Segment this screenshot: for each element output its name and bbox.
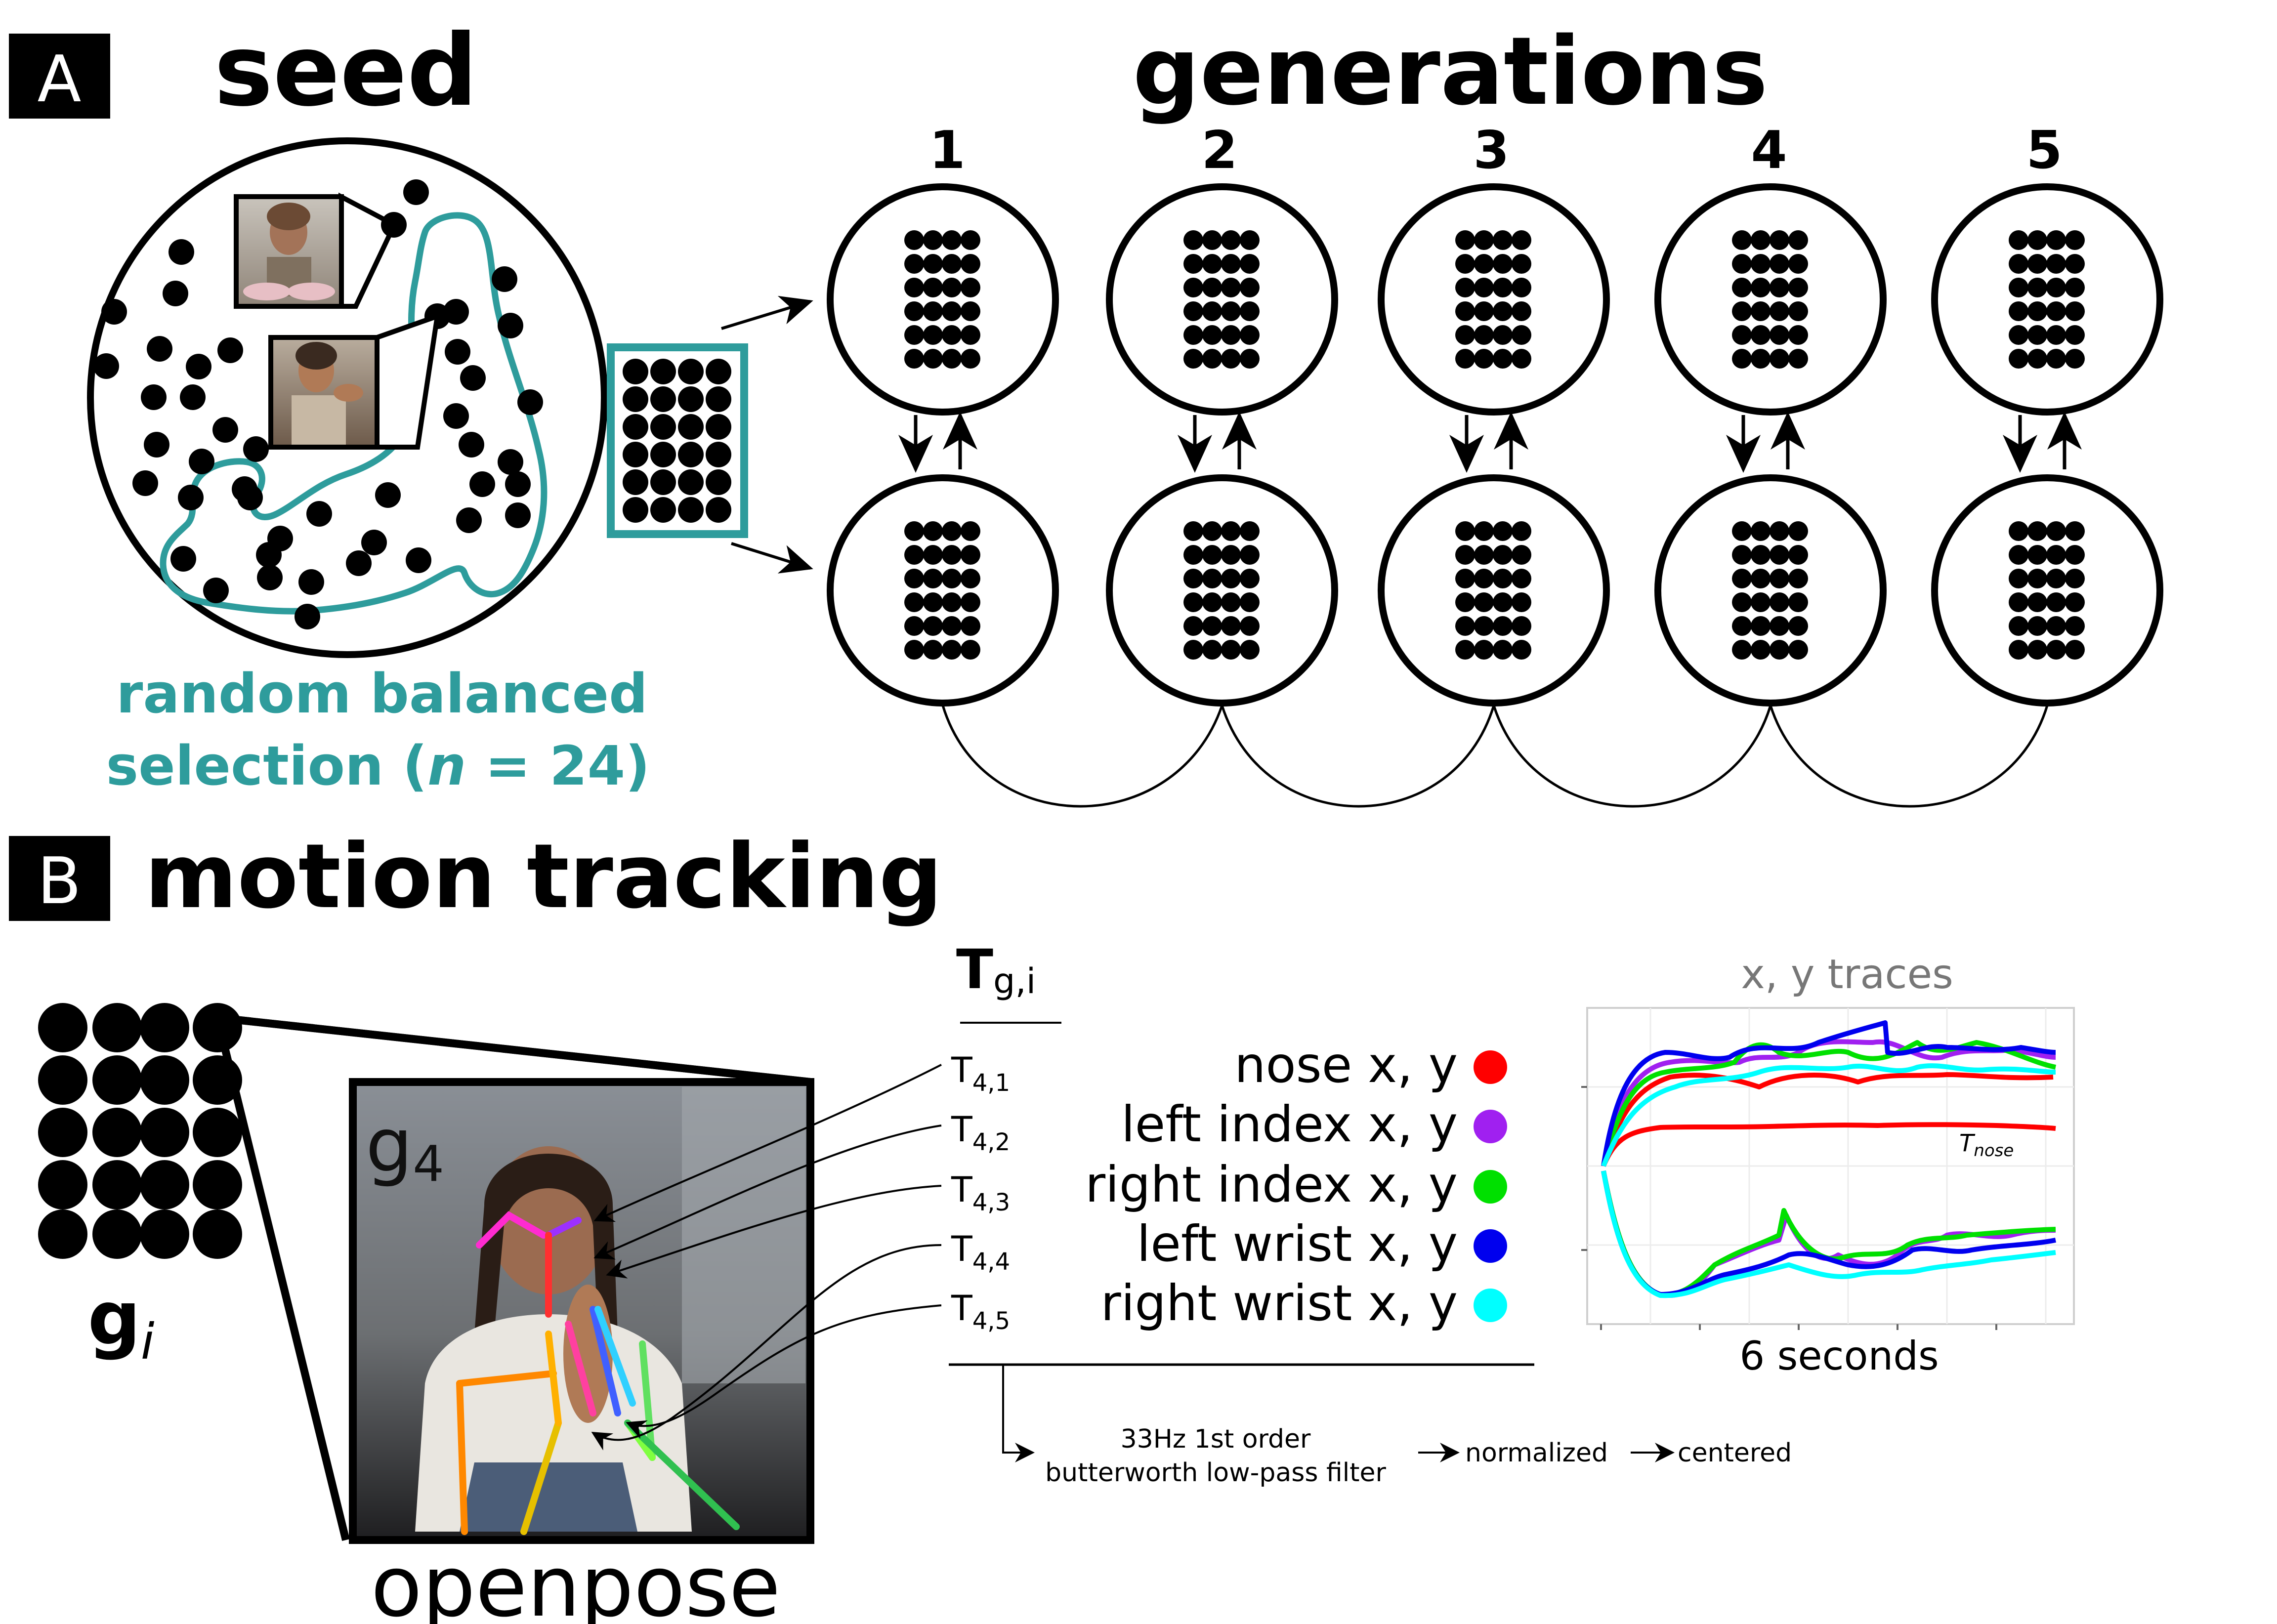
- g-i-dot-grid: [38, 1003, 242, 1259]
- generation-5-bottom-dot-grid: [2009, 521, 2085, 660]
- upper-trace-green: [1601, 1040, 2056, 1167]
- generation-1-bottom-dot-grid: [904, 521, 980, 660]
- generation-number-5: 5: [2026, 120, 2062, 180]
- trace-4-color-dot: [1474, 1229, 1507, 1263]
- upper-trace-red-a: [1601, 1072, 2054, 1167]
- upper-trace-cyan: [1601, 1063, 2056, 1167]
- generation-5-top-dot-grid: [2009, 230, 2085, 369]
- generations-title: generations: [1133, 17, 1768, 126]
- trace-2-t-label: T4,2: [951, 1109, 1010, 1156]
- generation-3-bottom-circle: [1378, 474, 1610, 707]
- generation-circles: [827, 183, 2163, 707]
- generation-1-top-circle: [827, 183, 1059, 416]
- trace-3-t-label: T4,3: [951, 1169, 1010, 1216]
- filter-label-line1: 33Hz 1st order: [1121, 1424, 1311, 1454]
- generation-3-top-circle: [1378, 183, 1610, 416]
- lower-trace-cyan: [1601, 1170, 2056, 1298]
- trace-4-t-label: T4,4: [951, 1229, 1010, 1276]
- trace-2-label: left index x, y: [1121, 1095, 1458, 1153]
- selection-caption-line2: selection (n = 24): [106, 734, 650, 797]
- generation-2-top-dot-grid: [1183, 230, 1260, 369]
- panel-b: B motion tracking gi: [9, 825, 2075, 1624]
- generation-3-bottom-dot-grid: [1455, 521, 1531, 660]
- seed-thumbnail-2: [268, 312, 441, 450]
- traces-plot: x, y traces: [1581, 951, 2075, 1379]
- generation-1-top-dot-grid: [904, 230, 980, 369]
- chain-connecting-arcs: [941, 705, 2049, 808]
- centered-label: centered: [1678, 1438, 1792, 1468]
- panel-a: A seed generations 1 2 3 4 5: [9, 13, 2163, 808]
- panel-b-label: B: [37, 843, 81, 918]
- generation-number-2: 2: [1201, 120, 1237, 180]
- panel-b-title: motion tracking: [145, 825, 943, 928]
- trace-5-t-label: T4,5: [951, 1288, 1010, 1335]
- generation-5-top-circle: [1931, 183, 2163, 416]
- openpose-photo: g4: [349, 1078, 814, 1544]
- plot-xlabel: 6 seconds: [1739, 1333, 1939, 1379]
- zoom-line-top: [217, 1014, 811, 1086]
- generation-2-bottom-dot-grid: [1183, 521, 1260, 660]
- panel-b-label-box: [9, 836, 110, 921]
- generation-number-4: 4: [1751, 120, 1787, 180]
- upper-trace-red-b: [1601, 1122, 2056, 1167]
- arrow-to-chain-2: [731, 542, 813, 574]
- generation-number-1: 1: [929, 120, 965, 180]
- normalized-label: normalized: [1465, 1438, 1608, 1468]
- generation-4-top-circle: [1654, 183, 1887, 416]
- seed-title: seed: [214, 13, 478, 128]
- pointer-curves: [591, 1064, 942, 1451]
- trace-3-label: right index x, y: [1085, 1156, 1458, 1213]
- selection-grid-dots: [623, 359, 731, 523]
- plot-title: x, y traces: [1741, 951, 1953, 998]
- generation-2-bottom-circle: [1106, 474, 1338, 707]
- generation-3-top-dot-grid: [1455, 230, 1531, 369]
- openpose-label: openpose: [371, 1538, 780, 1624]
- t-nose-annotation: Tnose: [1959, 1129, 2014, 1161]
- trace-3-color-dot: [1474, 1170, 1507, 1204]
- seed-thumbnail-1: [234, 192, 398, 309]
- generation-2-top-circle: [1106, 183, 1338, 416]
- generation-1-bottom-circle: [827, 474, 1059, 707]
- seed-pool-dots: [93, 179, 543, 629]
- generation-4-top-dot-grid: [1732, 230, 1808, 369]
- arrow-to-chain-1: [721, 295, 813, 330]
- generation-4-bottom-dot-grid: [1732, 521, 1808, 660]
- trace-5-color-dot: [1474, 1289, 1507, 1322]
- panel-a-label-box: [9, 34, 110, 119]
- lower-traces: [1601, 1170, 2056, 1298]
- pipeline-drop-arrow: [1002, 1365, 1035, 1462]
- selection-caption-line1: random balanced: [116, 662, 648, 725]
- plot-ticks: [1581, 1086, 1997, 1330]
- generation-4-bottom-circle: [1654, 474, 1887, 707]
- panel-a-label: A: [38, 42, 82, 117]
- t-header: Tg,i: [956, 938, 1036, 1001]
- trace-1-label: nose x, y: [1234, 1036, 1458, 1094]
- filter-label-line2: butterworth low-pass filter: [1045, 1458, 1386, 1488]
- g-i-label: gi: [87, 1276, 154, 1371]
- upper-traces: [1601, 1020, 2056, 1167]
- trace-2-color-dot: [1474, 1110, 1507, 1143]
- g4-label: g4: [366, 1103, 444, 1193]
- trace-5-label: right wrist x, y: [1101, 1274, 1458, 1332]
- trace-1-t-label: T4,1: [951, 1050, 1010, 1097]
- trace-1-color-dot: [1474, 1050, 1507, 1084]
- generation-number-3: 3: [1473, 120, 1509, 180]
- trace-4-label: left wrist x, y: [1137, 1215, 1458, 1273]
- generation-5-bottom-circle: [1931, 474, 2163, 707]
- upper-trace-blue: [1601, 1020, 2056, 1166]
- trace-rows: T4,1 nose x, y T4,2 left index x, y T4,3 righ…: [951, 1036, 1507, 1335]
